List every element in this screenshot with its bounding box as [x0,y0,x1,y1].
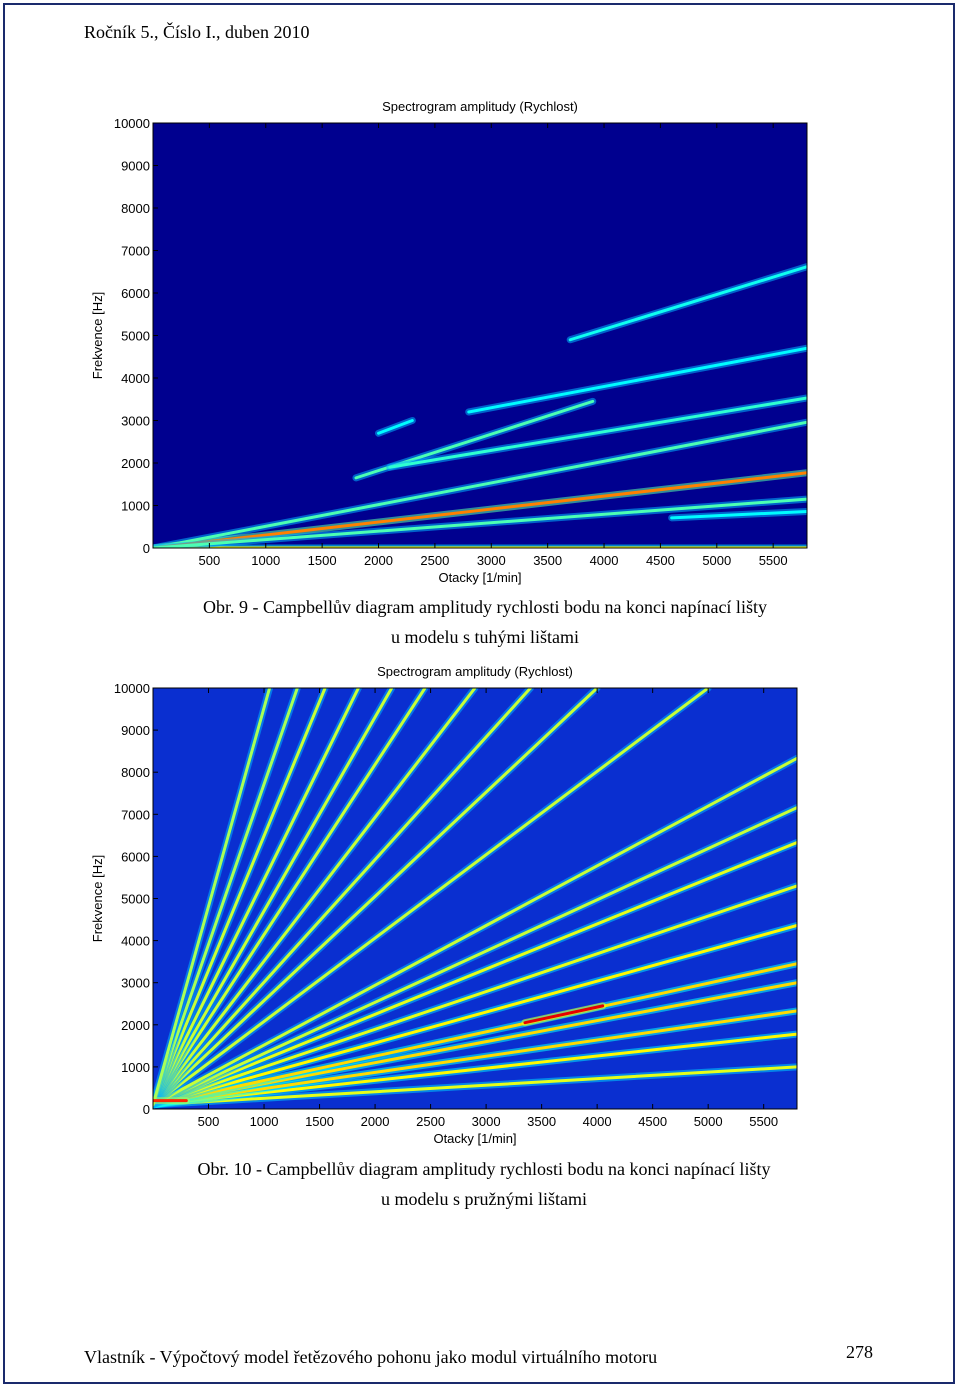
y-tick-label: 4000 [121,371,150,386]
spectral-line [153,841,797,1107]
y-tick-label: 10000 [114,116,150,131]
x-tick-label: 1500 [308,553,337,568]
x-tick-label: 3000 [477,553,506,568]
spectral-line [153,884,797,1107]
x-tick-label: 3000 [472,1114,501,1129]
x-tick-label: 5500 [759,553,788,568]
figure-9-caption: Obr. 9 - Campbellův diagram amplitudy ry… [0,592,960,652]
spectral-line [523,1004,605,1025]
spectral-line [153,420,807,548]
spectral-line [377,419,414,435]
figure-9: Spectrogram amplitudy (Rychlost) 500 1000 1… [0,90,960,650]
x-axis-label: Otacky [1/min] [438,570,521,585]
y-tick-label: 1000 [121,1060,150,1075]
spectral-line [153,688,599,1107]
spectral-line [153,806,797,1107]
y-tick-label: 1000 [121,499,150,514]
spectral-line [153,688,327,1107]
x-tick-label: 5000 [694,1114,723,1129]
x-tick-label: 2500 [416,1114,445,1129]
spectral-line [153,688,477,1107]
chart-title: Spectrogram amplitudy (Rychlost) [377,664,573,679]
x-tick-label: 5500 [749,1114,778,1129]
y-tick-label: 6000 [121,849,150,864]
spectral-line [153,1065,797,1107]
figure-10-caption: Obr. 10 - Campbellův diagram amplitudy r… [0,1154,960,1214]
y-tick-label: 5000 [121,892,150,907]
chart-title: Spectrogram amplitudy (Rychlost) [382,99,578,114]
caption-line-1: Obr. 10 - Campbellův diagram amplitudy r… [197,1159,771,1179]
figure-10: Spectrogram amplitudy (Rychlost) 500 1000 1… [0,656,960,1216]
y-tick-label: 8000 [121,201,150,216]
x-tick-label: 2000 [364,553,393,568]
y-tick-label: 0 [143,1102,150,1117]
y-tick-label: 7000 [121,244,150,259]
y-axis-label: Frekvence [Hz] [90,292,105,379]
spectral-line [153,688,710,1107]
caption-line-1: Obr. 9 - Campbellův diagram amplitudy ry… [203,597,767,617]
spectral-line [153,923,797,1107]
spectral-line [568,265,807,342]
y-tick-label: 2000 [121,456,150,471]
x-tick-label: 500 [199,553,221,568]
x-tick-label: 2000 [361,1114,390,1129]
running-header: Ročník 5., Číslo I., duben 2010 [84,22,310,42]
spectrogram-chart-rigid: Spectrogram amplitudy (Rychlost) 500 1000 1… [90,99,808,585]
spectral-line [153,1032,797,1107]
y-tick-label: 9000 [121,159,150,174]
plot-area [153,688,797,1109]
y-tick-label: 3000 [121,976,150,991]
y-tick-label: 5000 [121,329,150,344]
page-number: 278 [846,1342,873,1362]
spectrogram-chart-flexible: Spectrogram amplitudy (Rychlost) 500 1000 1… [90,664,798,1146]
spectral-line [153,688,533,1107]
spectral-line [153,688,360,1107]
spectral-line [153,1009,797,1107]
running-footer: Vlastník - Výpočtový model řetězového po… [84,1347,658,1367]
plot-area [153,123,807,548]
page-border [3,3,955,1384]
y-axis-label: Frekvence [Hz] [90,855,105,942]
x-tick-label: 2500 [420,553,449,568]
y-tick-label: 3000 [121,414,150,429]
spectral-line [153,962,797,1107]
y-tick-label: 9000 [121,723,150,738]
y-tick-label: 2000 [121,1018,150,1033]
x-tick-label: 4500 [646,553,675,568]
x-tick-label: 4500 [638,1114,667,1129]
x-tick-label: 500 [198,1114,220,1129]
spectral-line [153,688,394,1107]
x-tick-label: 1000 [250,1114,279,1129]
x-tick-label: 5000 [702,553,731,568]
spectral-lines [153,263,807,548]
y-tick-label: 4000 [121,934,150,949]
caption-line-2: u modelu s pružnými lištami [381,1189,587,1209]
spectral-line [153,688,299,1107]
x-tick-label: 4000 [590,553,619,568]
spectral-line [467,346,807,414]
spectral-line [153,471,807,548]
caption-line-2: u modelu s tuhými lištami [391,627,579,647]
spectral-line [153,688,272,1107]
x-tick-label: 3500 [533,553,562,568]
y-tick-label: 6000 [121,286,150,301]
y-tick-label: 8000 [121,765,150,780]
spectral-line [388,396,807,469]
spectral-line [670,509,807,520]
x-tick-label: 4000 [583,1114,612,1129]
x-tick-label: 3500 [527,1114,556,1129]
y-tick-label: 0 [143,541,150,556]
x-tick-label: 1500 [305,1114,334,1129]
spectral-line [153,688,427,1107]
x-axis-label: Otacky [1/min] [433,1131,516,1146]
spectral-line [153,497,807,548]
x-tick-label: 1000 [251,553,280,568]
y-tick-label: 7000 [121,807,150,822]
spectral-line [153,756,797,1107]
y-tick-label: 10000 [114,681,150,696]
spectral-lines [153,688,797,1109]
